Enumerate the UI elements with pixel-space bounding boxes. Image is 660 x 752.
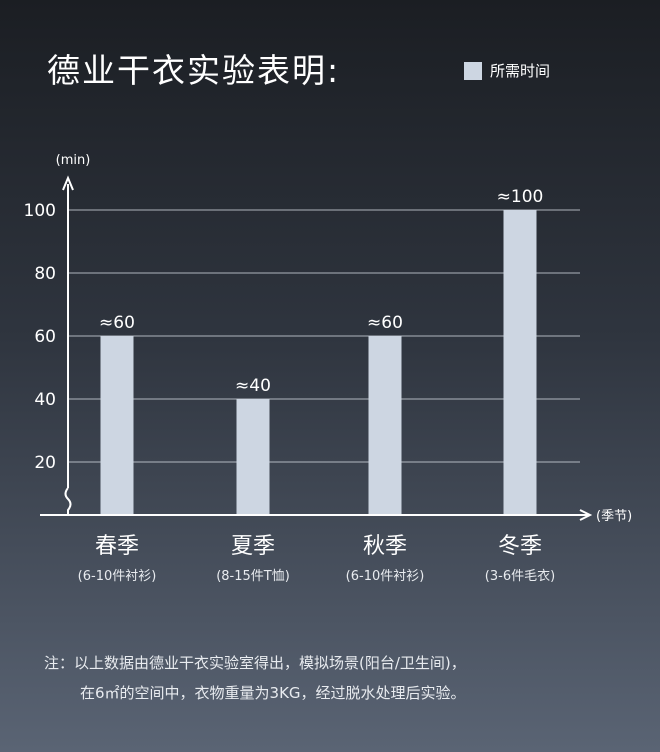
legend-swatch: [464, 61, 482, 80]
x-category-label: 春季: [95, 534, 139, 559]
y-tick-label: 100: [24, 201, 56, 221]
x-axis-label: (季节): [596, 509, 632, 524]
x-category-label: 夏季: [231, 534, 275, 559]
x-category-label: 冬季: [498, 534, 542, 559]
y-tick-label: 20: [34, 453, 56, 473]
y-tick-label: 60: [34, 327, 56, 347]
y-tick-label: 40: [34, 390, 56, 410]
y-axis-label: (min): [56, 153, 91, 168]
bar-value-label: ≈60: [99, 313, 135, 333]
axis-break: [64, 487, 72, 515]
bar: [503, 210, 537, 515]
bar-value-label: ≈60: [367, 313, 403, 333]
y-tick-label: 80: [34, 264, 56, 284]
x-category-label: 秋季: [363, 534, 407, 559]
bar: [236, 399, 270, 515]
footnote: 注：以上数据由德业干衣实验室得出，模拟场景(阳台/卫生间)， 在6㎡的空间中，衣…: [44, 648, 644, 708]
bar: [100, 336, 134, 515]
x-axis-arrow: [579, 509, 593, 521]
legend-label: 所需时间: [490, 62, 551, 80]
bar-value-label: ≈100: [497, 187, 544, 207]
legend: 所需时间: [464, 60, 550, 81]
x-category-sublabel: (6-10件衬衫): [78, 569, 157, 584]
bar-chart: 20 40 60 80 100 ≈60 春季 (6-10件衬衫) ≈40 夏季 (8-15件T恤) ≈…: [24, 153, 632, 584]
y-axis-arrow: [62, 175, 74, 191]
x-category-sublabel: (8-15件T恤): [216, 569, 290, 584]
page-title: 德业干衣实验表明:: [47, 51, 341, 90]
x-category-sublabel: (3-6件毛衣): [485, 568, 555, 584]
bar: [368, 336, 402, 515]
footnote-line-2: 在6㎡的空间中，衣物重量为3KG，经过脱水处理后实验。: [80, 684, 466, 702]
footnote-line-1: 注：以上数据由德业干衣实验室得出，模拟场景(阳台/卫生间)，: [44, 654, 466, 672]
x-category-sublabel: (6-10件衬衫): [346, 569, 425, 584]
bar-value-label: ≈40: [235, 376, 271, 396]
